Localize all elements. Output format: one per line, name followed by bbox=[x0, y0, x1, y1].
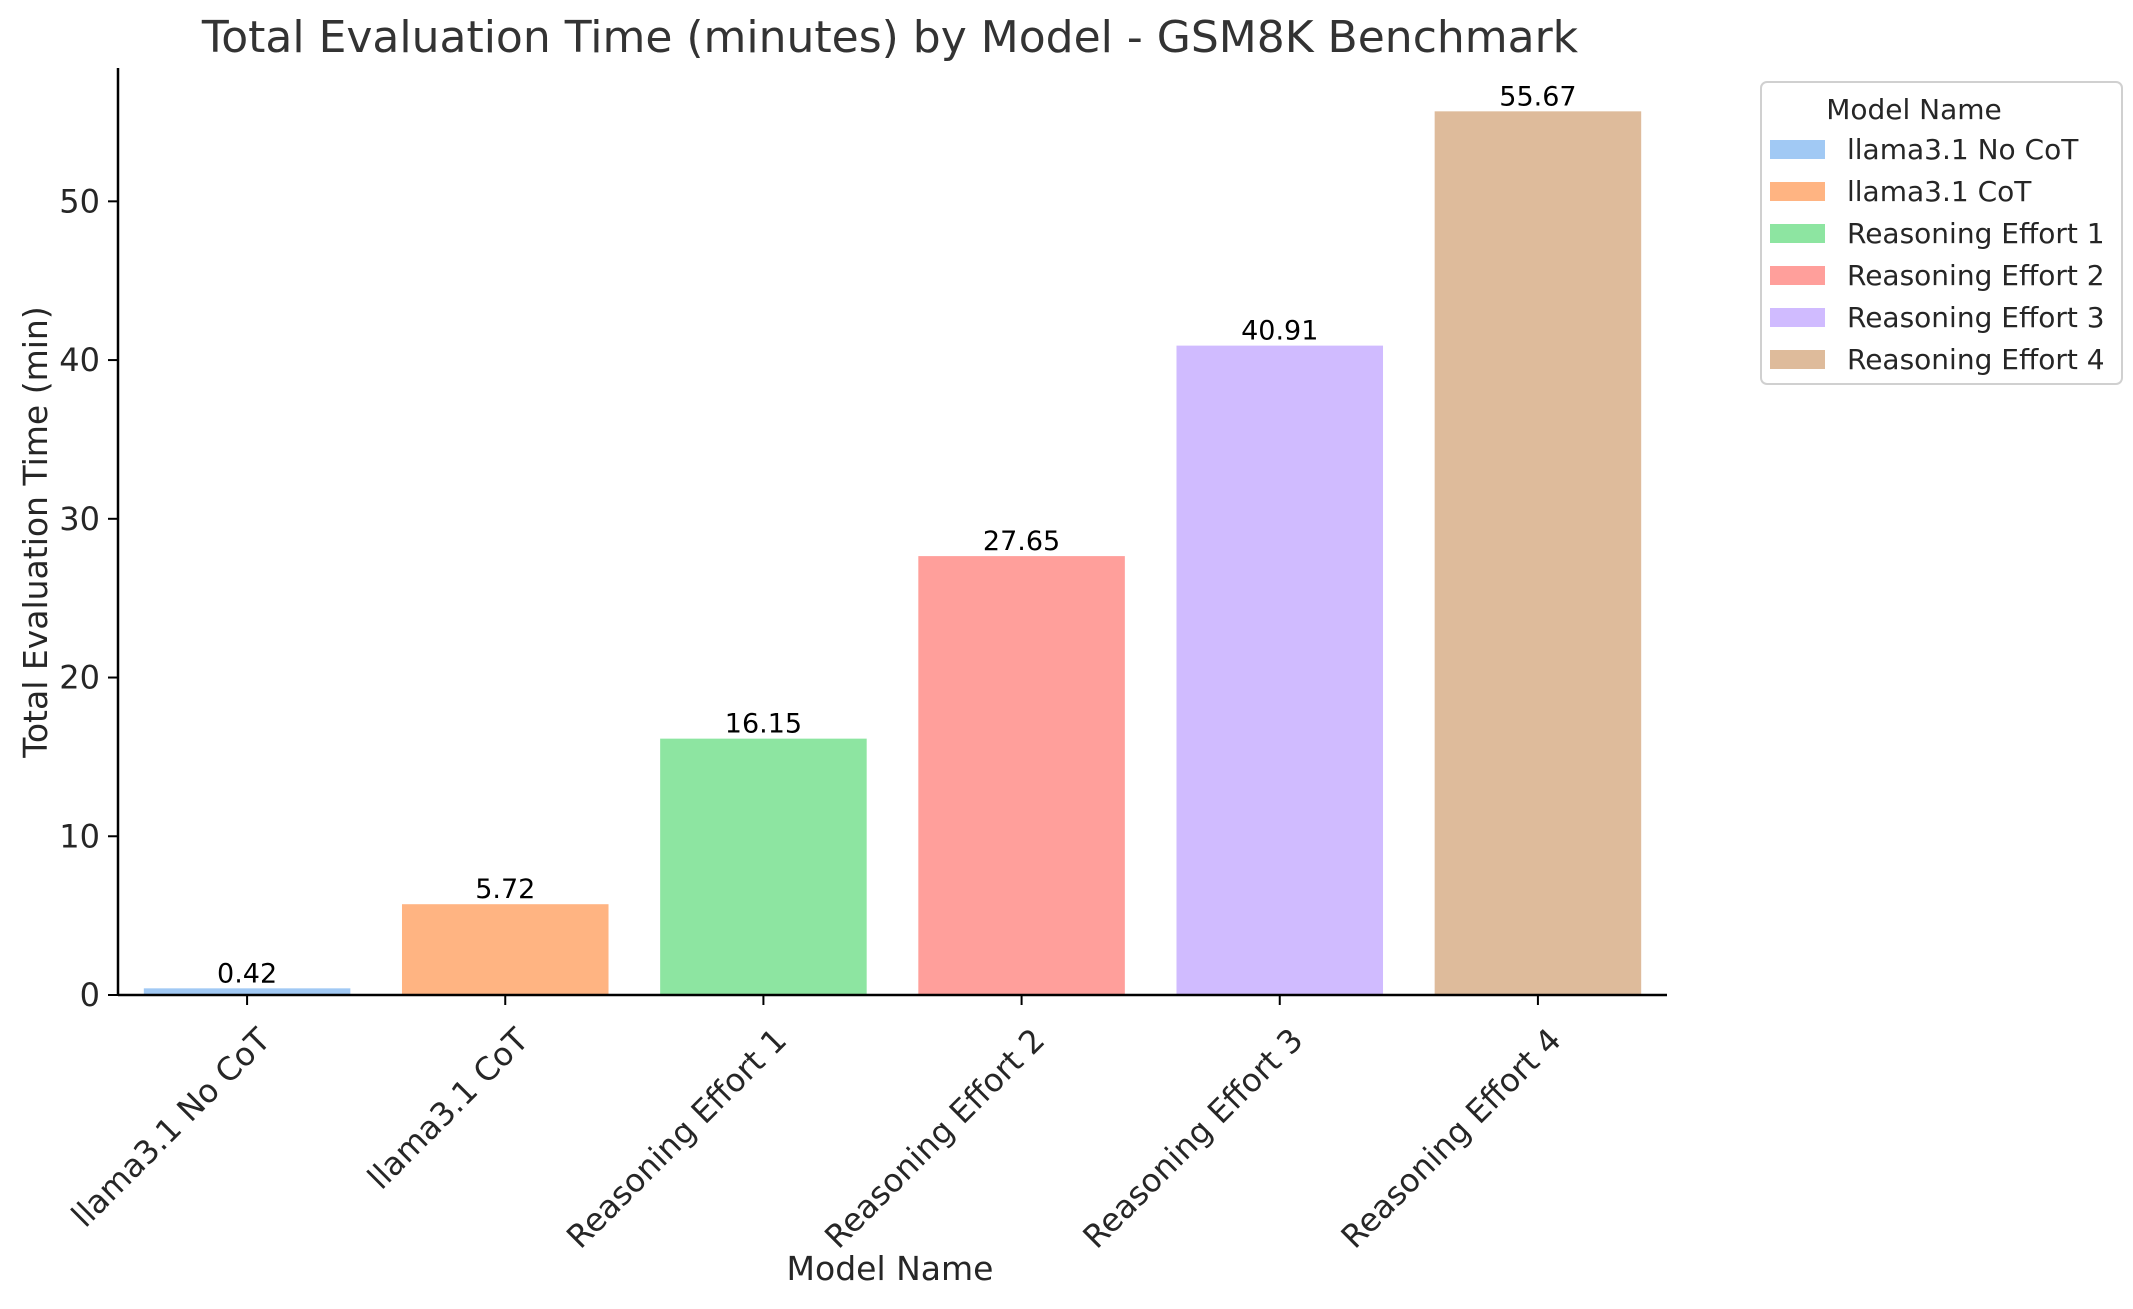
x-tick-label: llama3.1 CoT bbox=[360, 1020, 536, 1196]
bars-layer: 0.42 5.72 16.15 27.65 40.91 55.67 bbox=[143, 81, 1642, 996]
legend-label: llama3.1 No CoT bbox=[1847, 133, 2079, 166]
legend-swatch bbox=[1770, 308, 1825, 327]
legend-entries: llama3.1 No CoT llama3.1 CoT Reasoning Eff… bbox=[1770, 133, 2105, 376]
bar bbox=[918, 556, 1125, 995]
legend-label: Reasoning Effort 1 bbox=[1847, 217, 2105, 250]
y-tick-label: 40 bbox=[59, 341, 100, 379]
bar bbox=[401, 904, 609, 995]
x-axis-label: Model Name bbox=[787, 1249, 994, 1288]
data-label: 16.15 bbox=[725, 709, 802, 740]
data-label: 55.67 bbox=[1499, 81, 1576, 112]
legend-swatch bbox=[1770, 140, 1825, 159]
x-tick-label: Reasoning Effort 2 bbox=[817, 1021, 1052, 1256]
x-tick-label: llama3.1 No CoT bbox=[64, 1020, 278, 1234]
bar bbox=[660, 738, 867, 995]
legend: Model Name llama3.1 No CoT llama3.1 CoT Re… bbox=[1760, 81, 2123, 385]
legend-label: llama3.1 CoT bbox=[1847, 175, 2032, 208]
y-axis-label: Total Evaluation Time (min) bbox=[16, 306, 55, 758]
legend-swatch bbox=[1770, 266, 1825, 285]
bar bbox=[1176, 345, 1384, 996]
y-axis-ticks: 0 10 20 30 40 50 bbox=[59, 182, 118, 1014]
legend-swatch bbox=[1770, 224, 1825, 243]
bar bbox=[1434, 111, 1642, 995]
legend-label: Reasoning Effort 4 bbox=[1847, 343, 2105, 376]
y-tick-label: 30 bbox=[59, 500, 100, 538]
legend-label: Reasoning Effort 2 bbox=[1847, 259, 2105, 292]
x-axis-ticks: llama3.1 No CoT llama3.1 CoT Reasoning Eff… bbox=[64, 995, 1569, 1256]
x-tick-label: Reasoning Effort 1 bbox=[559, 1021, 794, 1256]
legend-label: Reasoning Effort 3 bbox=[1847, 301, 2105, 334]
data-label: 40.91 bbox=[1241, 316, 1318, 347]
data-label: 27.65 bbox=[983, 526, 1060, 557]
y-tick-label: 10 bbox=[59, 817, 100, 855]
bar bbox=[143, 988, 351, 995]
y-tick-label: 50 bbox=[59, 182, 100, 220]
chart-title: Total Evaluation Time (minutes) by Model… bbox=[201, 12, 1579, 63]
y-tick-label: 0 bbox=[80, 976, 100, 1014]
x-tick-label: Reasoning Effort 3 bbox=[1075, 1021, 1310, 1256]
legend-swatch bbox=[1770, 350, 1825, 369]
x-tick-label: Reasoning Effort 4 bbox=[1334, 1021, 1569, 1256]
legend-swatch bbox=[1770, 182, 1825, 201]
data-label: 0.42 bbox=[217, 958, 277, 989]
data-label: 5.72 bbox=[475, 874, 535, 905]
legend-title: Model Name bbox=[1826, 93, 2002, 126]
legend-frame bbox=[1760, 81, 2123, 385]
y-tick-label: 20 bbox=[59, 659, 100, 697]
